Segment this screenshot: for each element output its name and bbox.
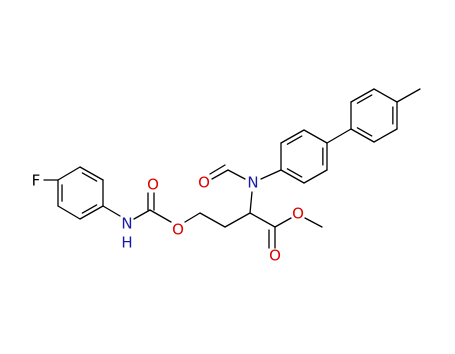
bond bbox=[274, 217, 292, 228]
bond bbox=[350, 88, 375, 103]
bond bbox=[102, 205, 121, 217]
atom-label: O bbox=[198, 174, 210, 192]
atom-label: O bbox=[172, 221, 184, 239]
bond bbox=[57, 205, 81, 220]
atom-label: O bbox=[292, 205, 304, 223]
atom-label: O bbox=[147, 176, 159, 194]
bond bbox=[249, 191, 253, 214]
atom-label: O bbox=[269, 247, 281, 265]
bond bbox=[227, 169, 246, 180]
bonds bbox=[43, 88, 421, 249]
bond bbox=[149, 209, 172, 223]
bond bbox=[303, 129, 328, 144]
bond bbox=[304, 217, 323, 228]
bond bbox=[373, 128, 398, 143]
bond bbox=[79, 205, 104, 220]
bond bbox=[280, 169, 305, 184]
bond bbox=[260, 169, 282, 180]
bond bbox=[303, 169, 328, 184]
atom-label: F bbox=[32, 172, 41, 190]
bond bbox=[57, 166, 81, 181]
bond bbox=[81, 172, 98, 182]
bond bbox=[211, 169, 229, 180]
bond bbox=[249, 212, 276, 228]
bond bbox=[209, 164, 226, 175]
bond bbox=[396, 88, 421, 103]
bond bbox=[199, 212, 226, 228]
bond bbox=[224, 212, 251, 228]
atom-label: N bbox=[121, 215, 132, 233]
bond bbox=[184, 212, 201, 223]
bond bbox=[79, 166, 104, 181]
bond bbox=[280, 129, 305, 144]
bond bbox=[133, 209, 151, 220]
atom-label: H bbox=[121, 234, 132, 252]
bond bbox=[356, 127, 373, 137]
bond bbox=[81, 204, 98, 214]
bond bbox=[356, 94, 373, 104]
bond bbox=[286, 168, 303, 178]
atom-label: N bbox=[247, 174, 258, 192]
bond bbox=[286, 135, 303, 145]
bond bbox=[373, 88, 398, 103]
bond bbox=[326, 128, 352, 144]
bond bbox=[350, 128, 375, 143]
